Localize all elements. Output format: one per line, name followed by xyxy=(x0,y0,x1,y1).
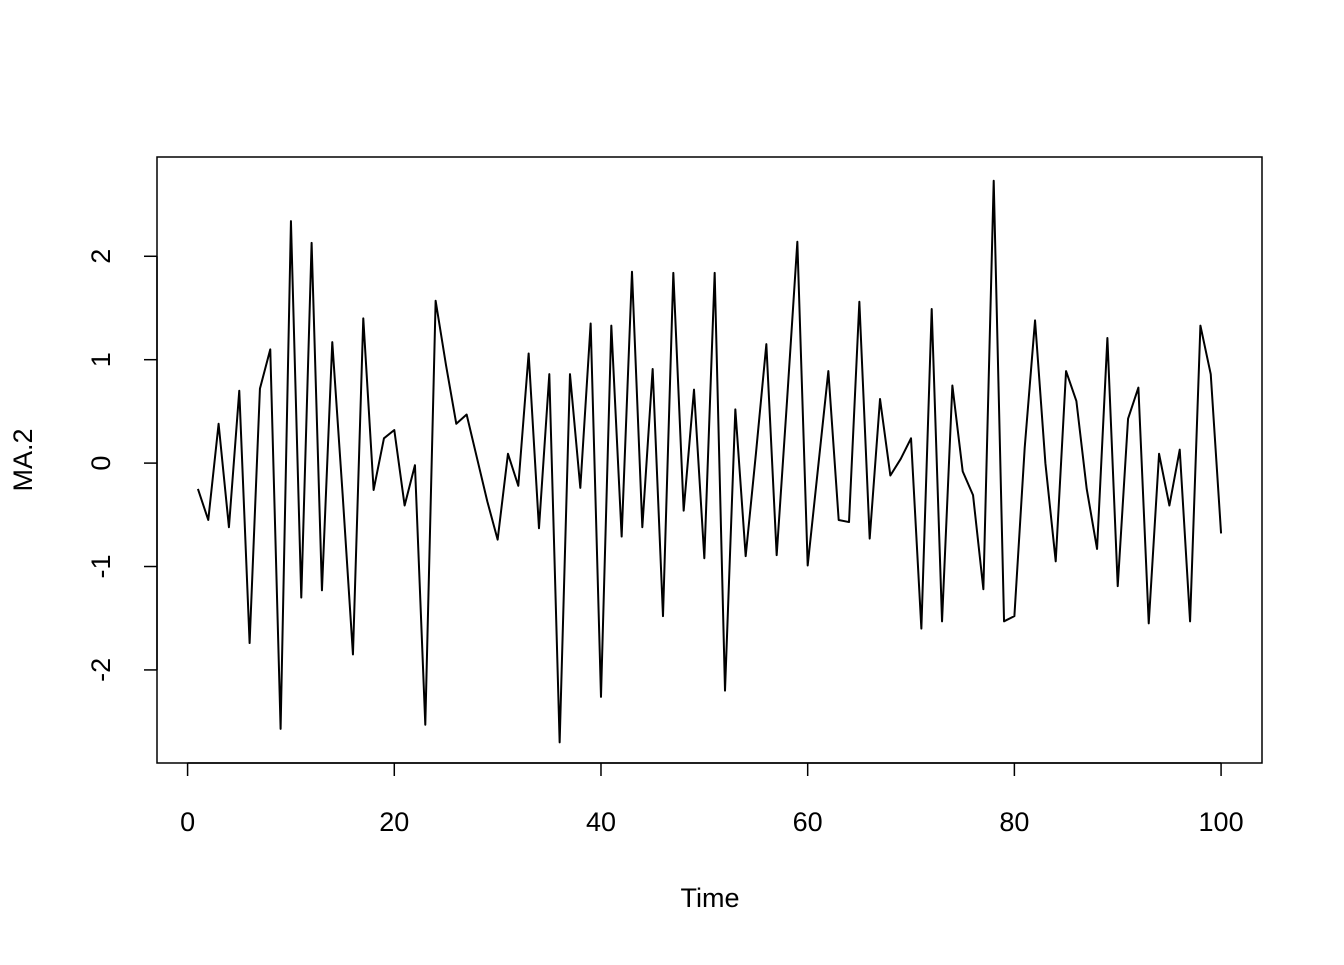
y-tick-label: 2 xyxy=(86,249,116,264)
x-tick-label: 80 xyxy=(999,807,1029,837)
x-axis-label: Time xyxy=(681,883,740,913)
x-tick-label: 100 xyxy=(1199,807,1244,837)
series-line xyxy=(196,179,1223,744)
y-axis-label: MA.2 xyxy=(8,428,38,491)
x-tick-label: 60 xyxy=(793,807,823,837)
x-tick-label: 40 xyxy=(586,807,616,837)
plot-frame xyxy=(156,156,1263,764)
x-tick-label: 0 xyxy=(180,807,195,837)
y-tick-label: 0 xyxy=(86,456,116,471)
y-tick-label: 1 xyxy=(86,352,116,367)
y-tick-label: -2 xyxy=(86,658,116,682)
x-tick-label: 20 xyxy=(379,807,409,837)
y-tick-label: -1 xyxy=(86,555,116,579)
